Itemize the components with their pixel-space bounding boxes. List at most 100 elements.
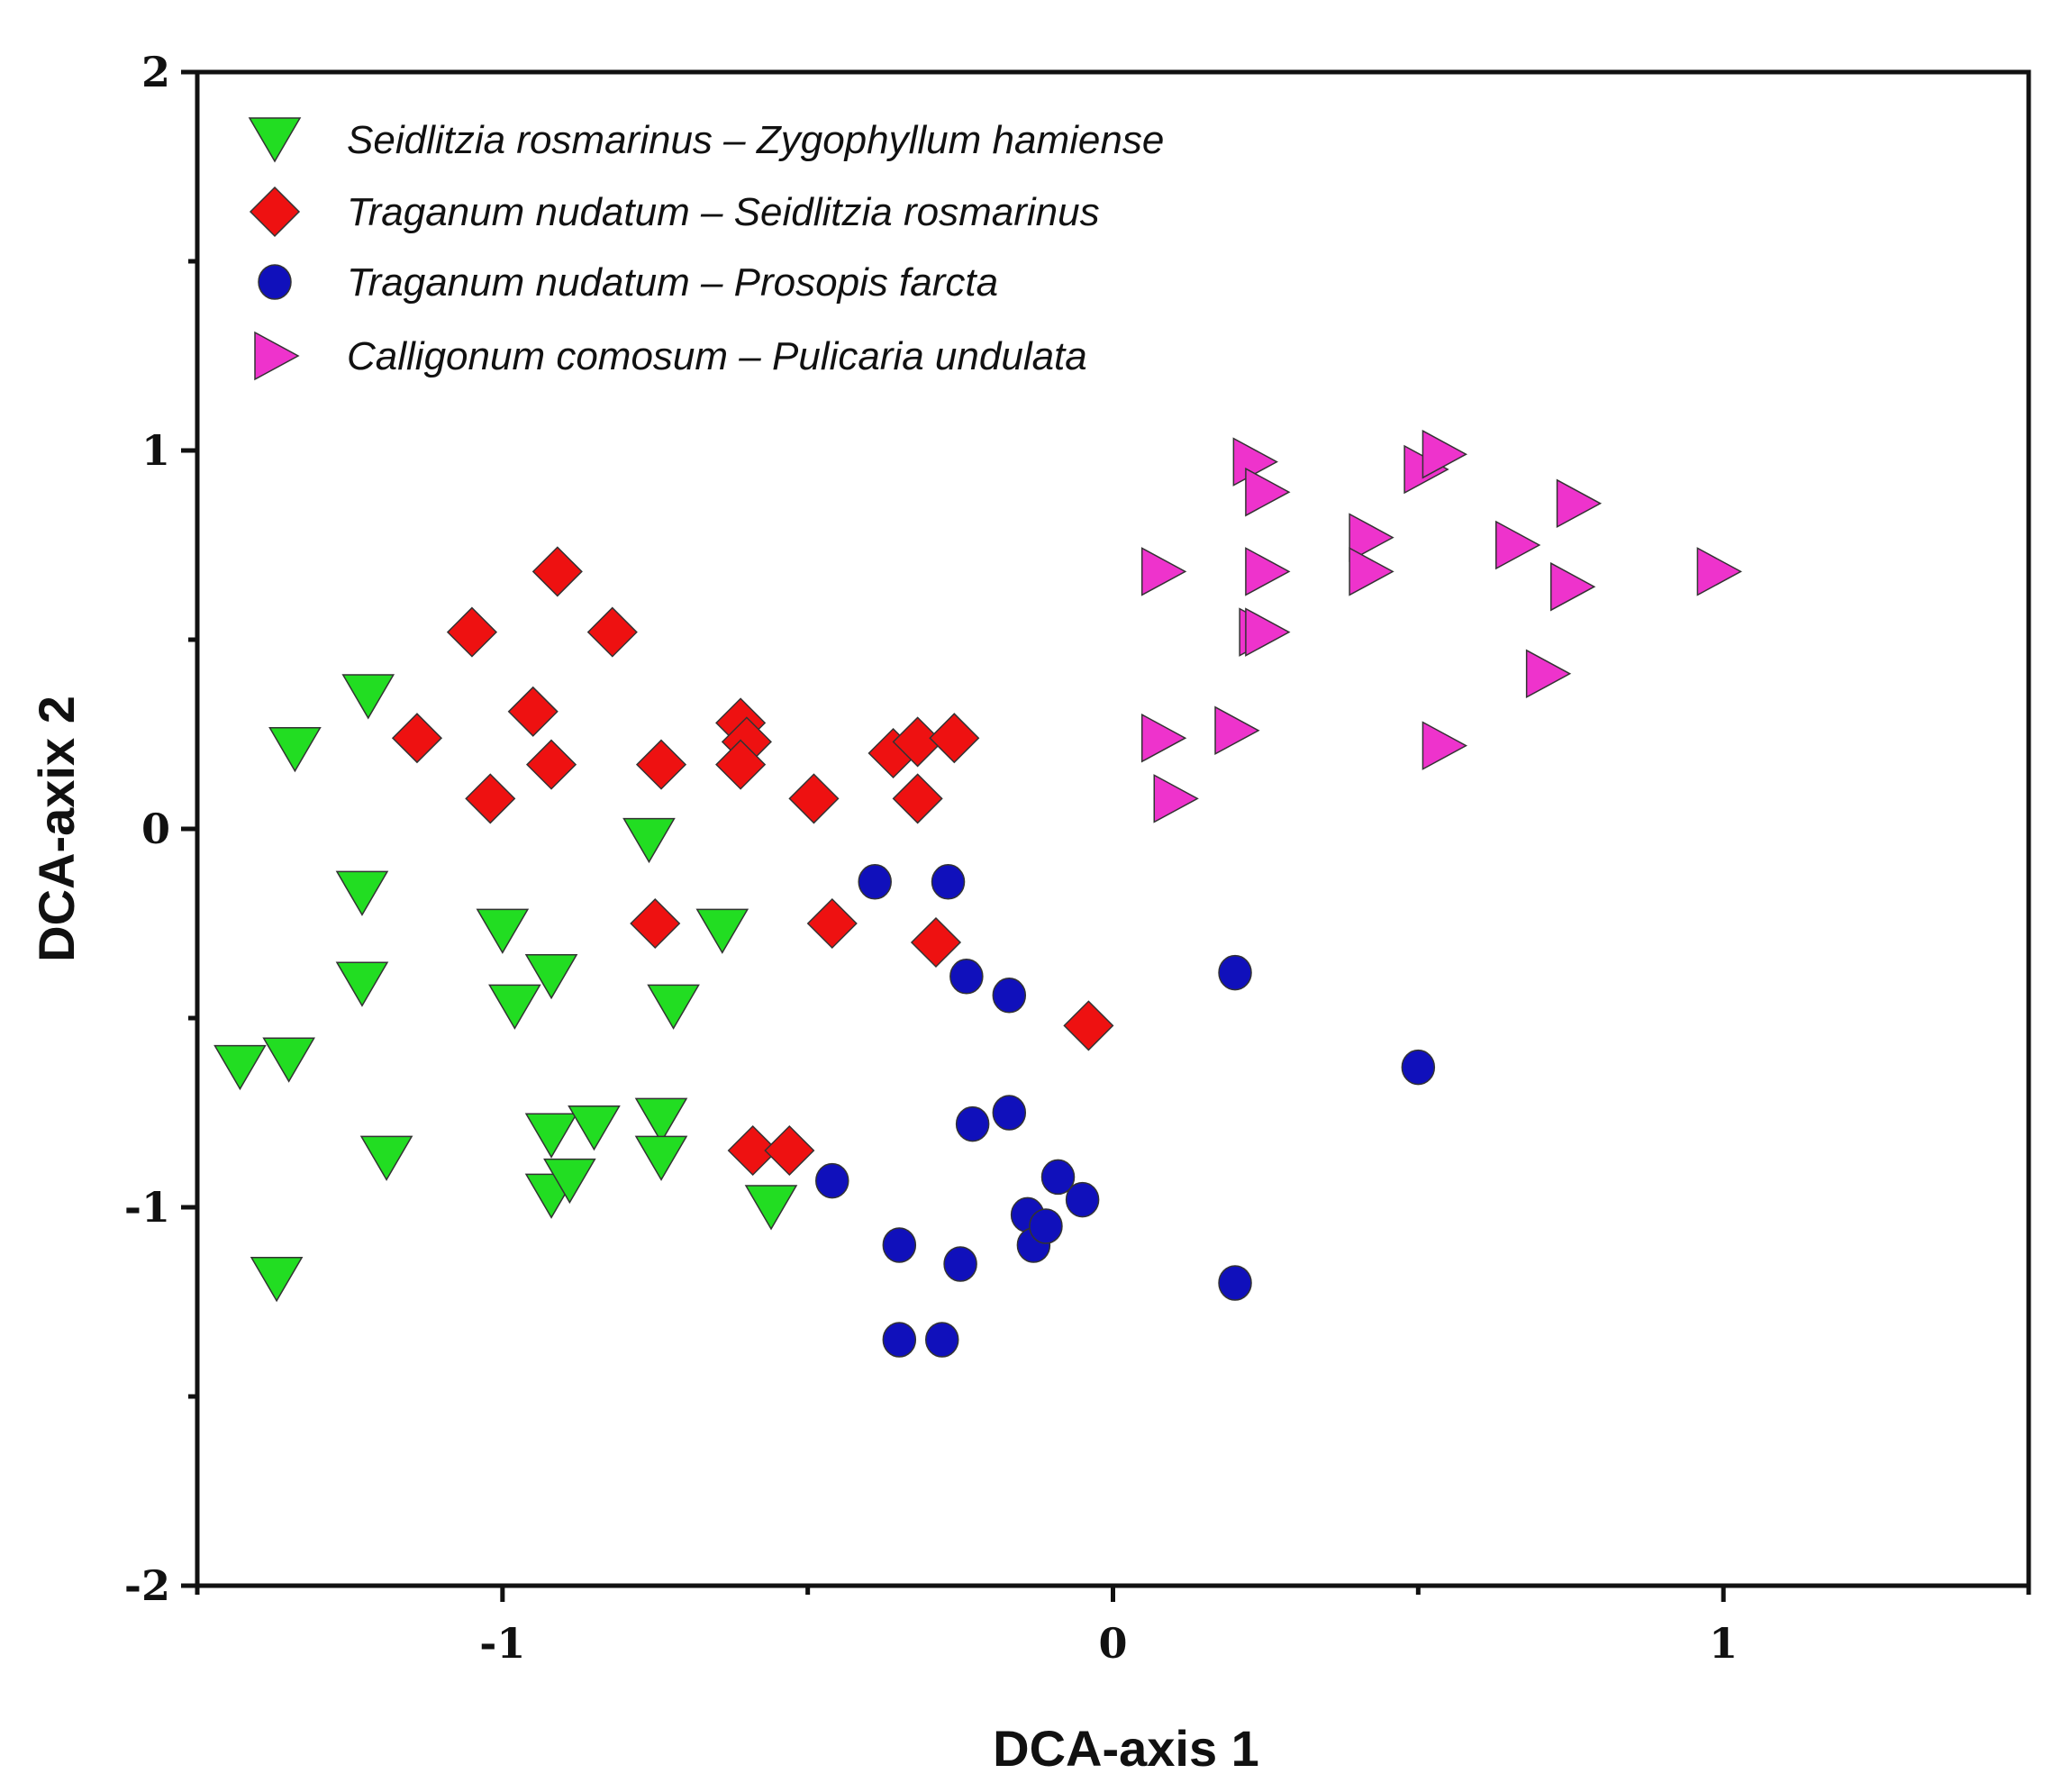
data-point (788, 773, 840, 824)
y-tick-label: 0 (141, 805, 170, 853)
data-point (1556, 478, 1603, 529)
data-point (1140, 713, 1187, 763)
data-point (1525, 649, 1572, 699)
axis-ticks (181, 69, 2031, 1602)
legend-entry: Traganum nudatum – Prosopis farcta (258, 260, 998, 305)
data-point (622, 817, 676, 864)
y-tick-label: -2 (124, 1561, 170, 1610)
data-point (910, 916, 962, 969)
y-tick-label: 2 (141, 48, 170, 96)
legend-marker (249, 186, 301, 238)
data-point (925, 1322, 959, 1358)
legend-label: Traganum nudatum – Seidlitzia rosmarinus (347, 190, 1100, 234)
data-point (1214, 705, 1260, 756)
data-point (1550, 561, 1596, 612)
data-point (992, 1095, 1027, 1131)
data-point (1065, 1181, 1100, 1218)
data-point (806, 897, 858, 950)
data-point (892, 773, 943, 824)
series-4 (1140, 429, 1742, 823)
data-point (647, 984, 700, 1030)
data-point (882, 1227, 917, 1263)
data-point (1422, 721, 1468, 770)
data-point (1153, 774, 1199, 823)
data-point (882, 1322, 917, 1358)
data-point (764, 1124, 815, 1177)
data-point (446, 606, 498, 658)
data-point (715, 739, 767, 790)
data-point (1218, 1265, 1252, 1301)
y-tick-label: 1 (141, 426, 170, 475)
data-point (1040, 1159, 1076, 1196)
data-point (815, 1162, 849, 1199)
y-axis-label: DCA-axix 2 (28, 696, 85, 962)
legend-entry: Traganum nudatum – Seidlitzia rosmarinus (249, 186, 1100, 238)
data-point (858, 864, 892, 900)
data-point (1349, 547, 1394, 596)
data-point (341, 674, 395, 720)
data-point (949, 959, 984, 995)
data-point (335, 961, 389, 1007)
data-point (635, 739, 687, 790)
data-point (931, 864, 966, 900)
series-3 (815, 864, 1436, 1358)
data-point (1422, 429, 1468, 479)
data-point (1140, 547, 1187, 596)
data-point (359, 1135, 413, 1181)
data-point (213, 1044, 267, 1091)
y-tick-label: -1 (124, 1183, 170, 1232)
legend-label: Seidlitzia rosmarinus – Zygophyllum hami… (347, 118, 1164, 162)
data-point (929, 713, 980, 764)
legend-label: Calligonum comosum – Pulicaria undulata (347, 334, 1087, 378)
data-point (695, 908, 749, 954)
data-point (507, 686, 559, 737)
data-point (335, 870, 389, 916)
data-point (1245, 607, 1291, 657)
data-point (543, 1158, 596, 1205)
series-2 (391, 546, 1114, 1177)
legend: Seidlitzia rosmarinus – Zygophyllum hami… (248, 117, 1164, 381)
data-point (488, 984, 541, 1030)
data-point (634, 1135, 688, 1181)
data-point (250, 1257, 304, 1303)
legend-marker (248, 117, 302, 163)
legend-label: Traganum nudatum – Prosopis farcta (347, 260, 998, 305)
data-point (465, 773, 516, 824)
data-point (531, 546, 583, 597)
legend-entry: Seidlitzia rosmarinus – Zygophyllum hami… (248, 117, 1164, 163)
data-point (1245, 467, 1291, 517)
data-point (586, 606, 638, 658)
data-point (630, 897, 681, 950)
data-point (262, 1037, 315, 1083)
data-point (1218, 954, 1252, 991)
data-point (1696, 547, 1742, 596)
data-point (476, 908, 530, 954)
data-point (391, 713, 443, 764)
legend-entry: Calligonum comosum – Pulicaria undulata (254, 331, 1087, 381)
data-point (1063, 1000, 1114, 1051)
data-point (1029, 1208, 1063, 1244)
series-1 (213, 674, 798, 1303)
data-point (992, 978, 1027, 1014)
x-tick-label: 0 (1098, 1619, 1127, 1668)
data-point (1245, 547, 1291, 596)
data-point (1401, 1049, 1436, 1086)
data-point (943, 1246, 977, 1282)
data-point (524, 954, 578, 1000)
data-point (568, 1105, 621, 1151)
data-point (1349, 513, 1394, 562)
x-axis-label: DCA-axis 1 (993, 1720, 1259, 1777)
data-point (1495, 520, 1541, 570)
data-point (955, 1105, 990, 1142)
data-point (634, 1097, 688, 1143)
data-point (727, 1124, 778, 1177)
legend-marker (254, 331, 300, 381)
data-point (524, 1113, 578, 1159)
tick-labels: -2 -1 0 1 2 -1 0 1 (124, 48, 1738, 1668)
x-tick-label: 1 (1709, 1619, 1738, 1668)
data-point (268, 727, 322, 773)
x-tick-label: -1 (479, 1619, 525, 1668)
data-points (213, 429, 1742, 1358)
legend-marker (258, 264, 292, 300)
